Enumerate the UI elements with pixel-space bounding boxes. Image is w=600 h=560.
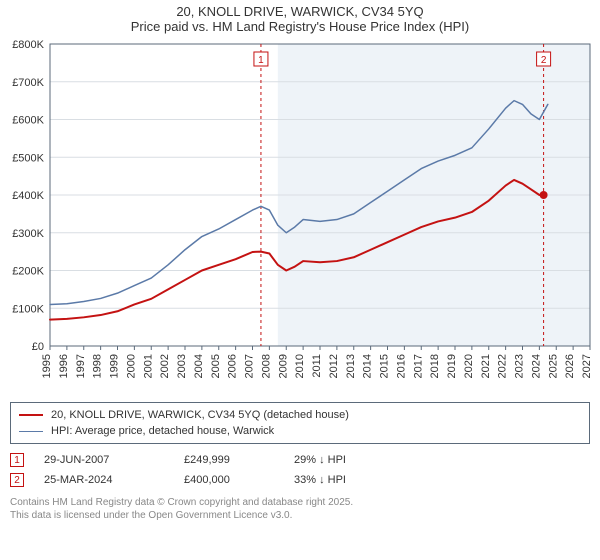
svg-text:£200K: £200K	[12, 266, 44, 278]
svg-text:2021: 2021	[480, 354, 492, 378]
svg-text:2004: 2004	[193, 354, 205, 378]
credit-line-1: Contains HM Land Registry data © Crown c…	[10, 496, 590, 509]
svg-text:£400K: £400K	[12, 190, 44, 202]
svg-text:£0: £0	[32, 341, 44, 353]
svg-text:2011: 2011	[311, 354, 323, 378]
svg-text:1998: 1998	[92, 354, 104, 378]
marker-pct: 33% ↓ HPI	[294, 474, 404, 486]
marker-date: 29-JUN-2007	[44, 454, 184, 466]
svg-text:2009: 2009	[277, 354, 289, 378]
svg-text:£100K: £100K	[12, 303, 44, 315]
marker-badge: 2	[10, 473, 24, 487]
svg-text:2013: 2013	[345, 354, 357, 378]
svg-text:£300K: £300K	[12, 228, 44, 240]
line-chart-svg: £0 £100K £200K £300K £400K £500K £600K £700K £80…	[0, 36, 600, 396]
chart-container: 20, KNOLL DRIVE, WARWICK, CV34 5YQ Price…	[0, 0, 600, 560]
chart-plot-area: £0 £100K £200K £300K £400K £500K £600K £700K £80…	[0, 36, 600, 396]
svg-text:1997: 1997	[75, 354, 87, 378]
legend-label: HPI: Average price, detached house, Warw…	[51, 425, 274, 437]
svg-text:£500K: £500K	[12, 152, 44, 164]
svg-text:2012: 2012	[328, 354, 340, 378]
svg-text:2017: 2017	[412, 354, 424, 378]
svg-text:£800K: £800K	[12, 39, 44, 51]
svg-text:2000: 2000	[125, 354, 137, 378]
svg-text:1996: 1996	[58, 354, 70, 378]
chart-titles: 20, KNOLL DRIVE, WARWICK, CV34 5YQ Price…	[0, 0, 600, 36]
svg-text:2002: 2002	[159, 354, 171, 378]
chart-credits: Contains HM Land Registry data © Crown c…	[10, 496, 590, 522]
svg-text:2010: 2010	[294, 354, 306, 378]
svg-text:£600K: £600K	[12, 115, 44, 127]
marker-badge: 1	[10, 453, 24, 467]
svg-text:2005: 2005	[210, 354, 222, 378]
marker-pct: 29% ↓ HPI	[294, 454, 404, 466]
legend-item: HPI: Average price, detached house, Warw…	[19, 423, 581, 439]
markers-table: 1 29-JUN-2007£249,99929% ↓ HPI 2 25-MAR-202…	[10, 450, 590, 490]
marker-date: 25-MAR-2024	[44, 474, 184, 486]
svg-text:2007: 2007	[244, 354, 256, 378]
svg-text:1: 1	[258, 55, 264, 66]
svg-text:1999: 1999	[109, 354, 121, 378]
svg-text:2027: 2027	[581, 354, 593, 378]
svg-text:2: 2	[541, 55, 547, 66]
svg-text:2015: 2015	[379, 354, 391, 378]
chart-title-main: 20, KNOLL DRIVE, WARWICK, CV34 5YQ	[0, 4, 600, 19]
chart-legend: 20, KNOLL DRIVE, WARWICK, CV34 5YQ (deta…	[10, 402, 590, 444]
legend-swatch	[19, 414, 43, 416]
svg-text:2016: 2016	[395, 354, 407, 378]
marker-row: 2 25-MAR-2024£400,00033% ↓ HPI	[10, 470, 590, 490]
svg-text:2022: 2022	[497, 354, 509, 378]
svg-text:2001: 2001	[142, 354, 154, 378]
svg-text:2024: 2024	[530, 354, 542, 378]
svg-text:2014: 2014	[362, 354, 374, 378]
credit-line-2: This data is licensed under the Open Gov…	[10, 509, 590, 522]
svg-text:1995: 1995	[41, 354, 53, 378]
svg-text:2026: 2026	[564, 354, 576, 378]
marker-price: £400,000	[184, 474, 294, 486]
svg-text:£700K: £700K	[12, 77, 44, 89]
svg-text:2023: 2023	[514, 354, 526, 378]
chart-title-sub: Price paid vs. HM Land Registry's House …	[0, 19, 600, 34]
legend-swatch	[19, 431, 43, 432]
svg-text:2006: 2006	[227, 354, 239, 378]
marker-row: 1 29-JUN-2007£249,99929% ↓ HPI	[10, 450, 590, 470]
svg-text:2008: 2008	[260, 354, 272, 378]
svg-text:2003: 2003	[176, 354, 188, 378]
svg-text:2020: 2020	[463, 354, 475, 378]
legend-item: 20, KNOLL DRIVE, WARWICK, CV34 5YQ (deta…	[19, 407, 581, 423]
svg-text:2025: 2025	[547, 354, 559, 378]
marker-price: £249,999	[184, 454, 294, 466]
svg-text:2018: 2018	[429, 354, 441, 378]
legend-label: 20, KNOLL DRIVE, WARWICK, CV34 5YQ (deta…	[51, 409, 349, 421]
svg-text:2019: 2019	[446, 354, 458, 378]
